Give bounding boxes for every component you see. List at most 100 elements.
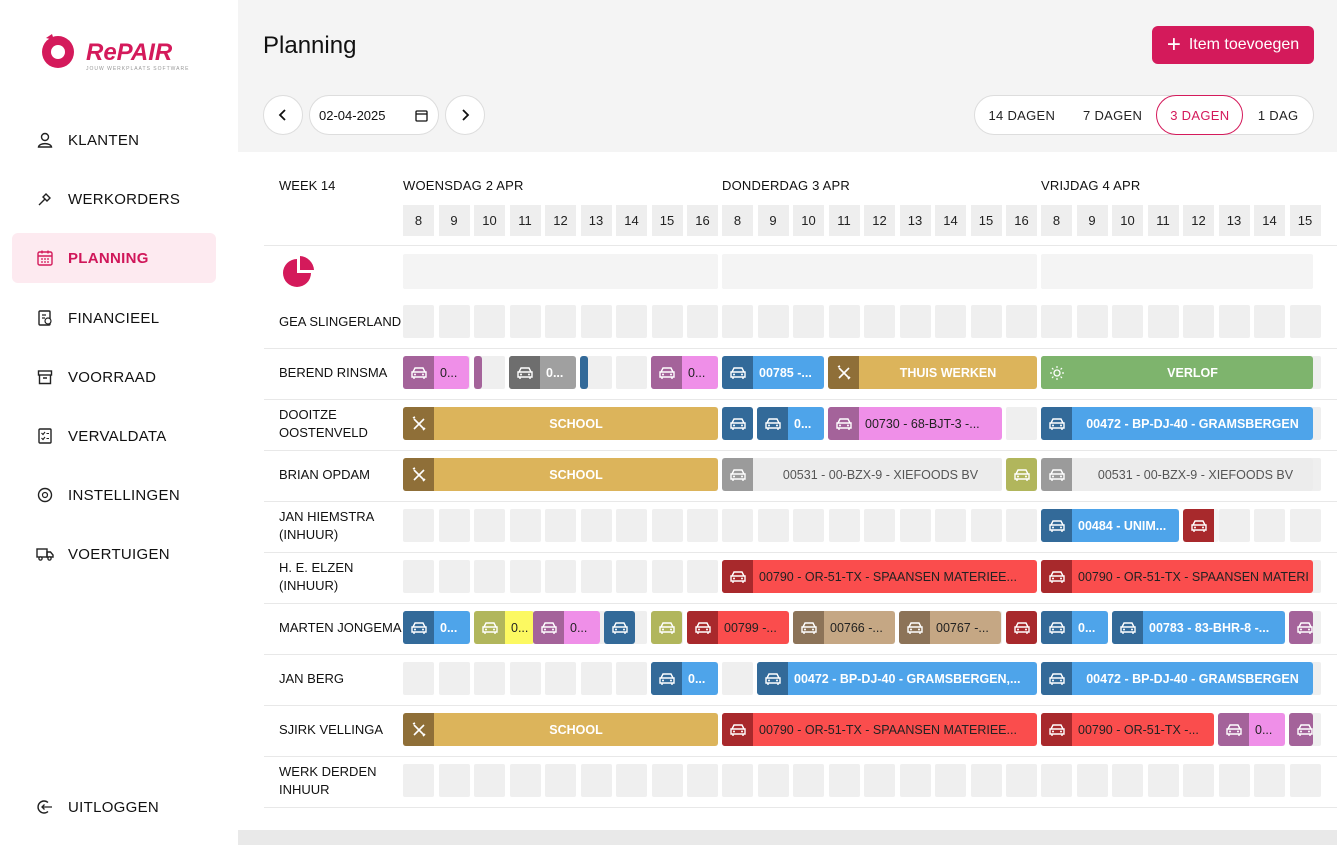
- empty-slot[interactable]: [864, 509, 895, 542]
- calendar-picker-icon[interactable]: [415, 109, 428, 122]
- planning-item[interactable]: 00790 - OR-51-TX -...: [1041, 713, 1214, 746]
- empty-slot[interactable]: [438, 764, 470, 797]
- planning-item[interactable]: [604, 611, 635, 644]
- empty-slot[interactable]: [580, 305, 612, 338]
- empty-slot[interactable]: [509, 560, 541, 593]
- empty-slot[interactable]: [1041, 305, 1072, 338]
- empty-slot[interactable]: [1112, 764, 1143, 797]
- planning-item[interactable]: 00531 - 00-BZX-9 - XIEFOODS BV: [1041, 458, 1313, 491]
- empty-slot[interactable]: [474, 662, 505, 695]
- planning-item[interactable]: SCHOOL: [403, 713, 718, 746]
- empty-slot[interactable]: [757, 509, 789, 542]
- empty-slot[interactable]: [1254, 305, 1285, 338]
- empty-slot[interactable]: [403, 509, 434, 542]
- planning-item[interactable]: [651, 611, 682, 644]
- empty-slot[interactable]: [970, 509, 1002, 542]
- next-button[interactable]: [445, 95, 485, 135]
- empty-slot[interactable]: [1041, 764, 1072, 797]
- empty-slot[interactable]: [580, 764, 612, 797]
- empty-slot[interactable]: [580, 560, 612, 593]
- empty-slot[interactable]: [509, 662, 541, 695]
- empty-slot[interactable]: [935, 764, 966, 797]
- empty-slot[interactable]: [935, 509, 966, 542]
- empty-slot[interactable]: [899, 764, 931, 797]
- empty-slot[interactable]: [828, 509, 860, 542]
- empty-slot[interactable]: [757, 764, 789, 797]
- sidebar-item-werkorders[interactable]: WERKORDERS: [12, 174, 216, 224]
- empty-slot[interactable]: [1147, 305, 1179, 338]
- planning-item[interactable]: 0...: [1218, 713, 1285, 746]
- planning-item[interactable]: 0...: [403, 356, 469, 389]
- empty-slot[interactable]: [828, 764, 860, 797]
- planning-item[interactable]: [474, 356, 482, 389]
- empty-slot[interactable]: [899, 305, 931, 338]
- empty-slot[interactable]: [545, 305, 576, 338]
- empty-slot[interactable]: [651, 509, 683, 542]
- empty-slot[interactable]: [1289, 305, 1321, 338]
- empty-slot[interactable]: [687, 305, 718, 338]
- empty-slot[interactable]: [864, 305, 895, 338]
- planning-item[interactable]: 0: [1183, 509, 1219, 542]
- planning-item[interactable]: 00785 -...: [722, 356, 824, 389]
- empty-slot[interactable]: [687, 560, 718, 593]
- empty-slot[interactable]: [793, 509, 824, 542]
- range-1-dag[interactable]: 1 DAG: [1257, 107, 1299, 123]
- planning-item[interactable]: 00783 - 83-BHR-8 -...: [1112, 611, 1285, 644]
- empty-slot[interactable]: [1006, 764, 1037, 797]
- empty-slot[interactable]: [438, 305, 470, 338]
- planning-item[interactable]: 00790 - OR-51-TX - SPAANSEN MATERIEE...: [722, 713, 1037, 746]
- planning-item[interactable]: 00766 -...: [793, 611, 895, 644]
- empty-slot[interactable]: [793, 764, 824, 797]
- empty-slot[interactable]: [1289, 764, 1321, 797]
- empty-slot[interactable]: [1254, 764, 1285, 797]
- empty-slot[interactable]: [438, 509, 470, 542]
- sidebar-item-financieel[interactable]: FINANCIEEL: [12, 293, 216, 343]
- planning-item[interactable]: 0...: [757, 407, 824, 440]
- planning-item[interactable]: 00790 - OR-51-TX - SPAANSEN MATERIEE...: [722, 560, 1037, 593]
- empty-slot[interactable]: [1218, 764, 1250, 797]
- empty-slot[interactable]: [545, 662, 576, 695]
- planning-item[interactable]: 00531 - 00-BZX-9 - XIEFOODS BV: [722, 458, 1002, 491]
- empty-slot[interactable]: [899, 509, 931, 542]
- empty-slot[interactable]: [474, 509, 505, 542]
- planning-item[interactable]: 0...: [651, 356, 718, 389]
- range-14-dagen[interactable]: 14 DAGEN: [988, 107, 1056, 123]
- empty-slot[interactable]: [474, 764, 505, 797]
- range-7-dagen[interactable]: 7 DAGEN: [1083, 107, 1143, 123]
- add-item-button[interactable]: + Item toevoegen: [1152, 26, 1314, 64]
- empty-slot[interactable]: [580, 509, 612, 542]
- empty-slot[interactable]: [438, 560, 470, 593]
- empty-slot[interactable]: [1112, 305, 1143, 338]
- empty-slot[interactable]: [757, 305, 789, 338]
- empty-slot[interactable]: [935, 305, 966, 338]
- sidebar-item-voertuigen[interactable]: VOERTUIGEN: [12, 529, 216, 579]
- empty-slot[interactable]: [793, 305, 824, 338]
- planning-item[interactable]: [1289, 713, 1313, 746]
- planning-item[interactable]: THUIS WERKEN: [828, 356, 1037, 389]
- app-logo[interactable]: RePAIR JOUW WERKPLAATS SOFTWARE: [38, 30, 198, 74]
- sidebar-item-klanten[interactable]: KLANTEN: [12, 115, 216, 165]
- empty-slot[interactable]: [722, 305, 753, 338]
- planning-item[interactable]: 00484 - UNIM...: [1041, 509, 1179, 542]
- empty-slot[interactable]: [403, 305, 434, 338]
- planning-item[interactable]: 00767 -...: [899, 611, 1001, 644]
- empty-slot[interactable]: [403, 560, 434, 593]
- planning-item[interactable]: 00472 - BP-DJ-40 - GRAMSBERGEN: [1041, 662, 1313, 695]
- empty-slot[interactable]: [687, 764, 718, 797]
- empty-slot[interactable]: [474, 560, 505, 593]
- empty-slot[interactable]: [722, 662, 753, 695]
- empty-slot[interactable]: [1183, 764, 1214, 797]
- empty-slot[interactable]: [722, 764, 753, 797]
- sidebar-item-vervaldata[interactable]: VERVALDATA: [12, 411, 216, 461]
- planning-item[interactable]: 00472 - BP-DJ-40 - GRAMSBERGEN,...: [757, 662, 1037, 695]
- empty-slot[interactable]: [1289, 509, 1321, 542]
- empty-slot[interactable]: [403, 662, 434, 695]
- empty-slot[interactable]: [1076, 305, 1108, 338]
- empty-slot[interactable]: [1183, 305, 1214, 338]
- sidebar-item-instellingen[interactable]: INSTELLINGEN: [12, 470, 216, 520]
- empty-slot[interactable]: [509, 509, 541, 542]
- empty-slot[interactable]: [509, 764, 541, 797]
- empty-slot[interactable]: [651, 560, 683, 593]
- range-3-dagen[interactable]: 3 DAGEN: [1156, 95, 1244, 135]
- planning-item[interactable]: 00790 - OR-51-TX - SPAANSEN MATERI: [1041, 560, 1313, 593]
